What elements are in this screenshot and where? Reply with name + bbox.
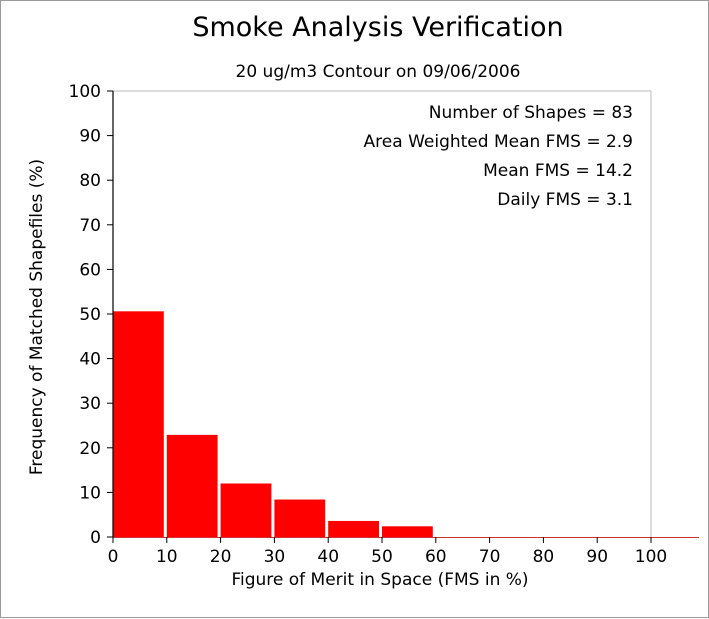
x-tick-label-8: 80 [533, 547, 555, 567]
y-tick-label-1: 10 [79, 483, 101, 503]
y-tick-label-0: 0 [90, 528, 101, 548]
x-tick-label-0: 0 [108, 547, 119, 567]
stat-annotation-2: Mean FMS = 14.2 [483, 161, 633, 181]
y-tick-label-5: 50 [79, 305, 101, 325]
histogram-bar-0 [113, 311, 164, 537]
y-tick-label-8: 80 [79, 171, 101, 191]
y-tick-label-10: 100 [69, 82, 101, 102]
x-tick-label-7: 70 [479, 547, 501, 567]
x-tick-label-2: 20 [210, 547, 232, 567]
y-tick-label-7: 70 [79, 216, 101, 236]
histogram-bar-2 [220, 483, 272, 537]
x-tick-label-3: 30 [264, 547, 286, 567]
y-tick-label-9: 90 [79, 127, 101, 147]
chart-title: Smoke Analysis Verification [192, 12, 563, 43]
histogram-bar-1 [166, 434, 218, 537]
x-tick-label-5: 50 [371, 547, 393, 567]
x-tick-label-6: 60 [425, 547, 447, 567]
y-tick-label-4: 40 [79, 350, 101, 370]
stat-annotation-0: Number of Shapes = 83 [429, 103, 633, 123]
x-axis-label: Figure of Merit in Space (FMS in %) [231, 570, 528, 590]
y-tick-label-2: 20 [79, 439, 101, 459]
stat-annotation-3: Daily FMS = 3.1 [497, 190, 633, 210]
stat-annotation-1: Area Weighted Mean FMS = 2.9 [364, 132, 633, 152]
histogram-bar-5 [382, 526, 433, 537]
chart-subtitle: 20 ug/m3 Contour on 09/06/2006 [236, 62, 521, 82]
y-tick-label-3: 30 [79, 394, 101, 414]
x-tick-label-10: 100 [635, 547, 667, 567]
x-tick-label-9: 90 [586, 547, 608, 567]
histogram-bar-3 [274, 499, 326, 537]
x-tick-label-4: 40 [317, 547, 339, 567]
y-axis-label: Frequency of Matched Shapefiles (%) [27, 159, 47, 475]
x-tick-label-1: 10 [156, 547, 178, 567]
y-tick-label-6: 60 [79, 260, 101, 280]
histogram-bar-4 [328, 520, 379, 537]
